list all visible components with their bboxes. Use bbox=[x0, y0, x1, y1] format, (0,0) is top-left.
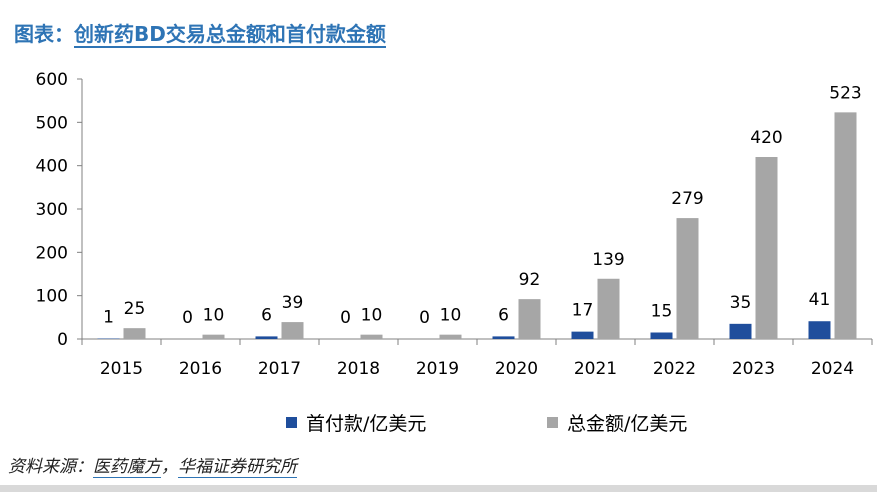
data-label-prepay: 1 bbox=[103, 308, 114, 328]
legend-label-prepay: 首付款/亿美元 bbox=[306, 413, 426, 435]
data-label-prepay: 0 bbox=[340, 308, 351, 328]
bar-prepay bbox=[650, 332, 673, 339]
x-tick-label: 2022 bbox=[653, 359, 696, 379]
y-tick-label: 0 bbox=[57, 330, 68, 350]
y-tick-label: 300 bbox=[36, 200, 68, 220]
bar-prepay bbox=[729, 323, 752, 339]
y-tick-label: 400 bbox=[36, 157, 68, 177]
data-label-total: 92 bbox=[519, 270, 541, 290]
data-label-prepay: 0 bbox=[419, 308, 430, 328]
bar-prepay bbox=[255, 336, 278, 339]
bar-prepay bbox=[808, 321, 831, 339]
x-tick-label: 2021 bbox=[574, 359, 617, 379]
bar-total bbox=[360, 334, 383, 339]
legend-swatch-total bbox=[547, 417, 558, 428]
x-tick-label: 2024 bbox=[811, 359, 854, 379]
bar-total bbox=[597, 278, 620, 339]
source-b: 华福证券研究所 bbox=[178, 457, 297, 478]
bar-prepay bbox=[571, 331, 594, 339]
data-label-total: 523 bbox=[829, 83, 861, 103]
x-tick-label: 2018 bbox=[337, 359, 380, 379]
source-prefix: 资料来源： bbox=[8, 457, 93, 477]
y-tick-label: 500 bbox=[36, 113, 68, 133]
data-label-total: 420 bbox=[750, 128, 782, 148]
source-note: 资料来源：医药魔方，华福证券研究所 bbox=[8, 452, 297, 478]
source-sep: ， bbox=[161, 457, 178, 477]
bar-total bbox=[123, 328, 146, 339]
title-main: 创新药BD交易总金额和首付款金额 bbox=[74, 22, 386, 48]
data-label-prepay: 17 bbox=[572, 301, 594, 321]
data-label-prepay: 6 bbox=[261, 305, 272, 325]
x-tick-label: 2023 bbox=[732, 359, 775, 379]
bottom-divider bbox=[0, 485, 877, 492]
data-label-total: 10 bbox=[361, 306, 383, 326]
legend-swatch-prepay bbox=[286, 417, 297, 428]
x-tick-label: 2017 bbox=[258, 359, 301, 379]
data-label-prepay: 15 bbox=[651, 302, 673, 322]
bar-total bbox=[518, 299, 541, 339]
y-tick-label: 200 bbox=[36, 243, 68, 263]
bar-total bbox=[439, 334, 462, 339]
x-tick-label: 2016 bbox=[179, 359, 222, 379]
x-tick-label: 2015 bbox=[100, 359, 143, 379]
bar-prepay bbox=[492, 336, 515, 339]
data-label-prepay: 41 bbox=[809, 290, 831, 310]
bar-total bbox=[834, 112, 857, 339]
bar-total bbox=[755, 157, 778, 339]
data-label-prepay: 0 bbox=[182, 308, 193, 328]
bar-total bbox=[202, 334, 225, 339]
x-tick-label: 2019 bbox=[416, 359, 459, 379]
title-prefix: 图表： bbox=[14, 22, 74, 46]
data-label-prepay: 6 bbox=[498, 305, 509, 325]
y-tick-label: 100 bbox=[36, 287, 68, 307]
data-label-total: 39 bbox=[282, 293, 304, 313]
data-label-total: 25 bbox=[124, 299, 146, 319]
bar-total bbox=[676, 218, 699, 339]
y-tick-label: 600 bbox=[36, 70, 68, 90]
bar-total bbox=[281, 322, 304, 339]
data-label-total: 279 bbox=[671, 189, 703, 209]
data-label-total: 10 bbox=[203, 306, 225, 326]
data-label-prepay: 35 bbox=[730, 293, 752, 313]
source-a: 医药魔方 bbox=[93, 457, 161, 478]
legend-label-total: 总金额/亿美元 bbox=[567, 413, 687, 435]
chart-title: 图表：创新药BD交易总金额和首付款金额 bbox=[14, 18, 386, 48]
data-label-total: 139 bbox=[592, 250, 624, 270]
x-tick-label: 2020 bbox=[495, 359, 538, 379]
data-label-total: 10 bbox=[440, 306, 462, 326]
